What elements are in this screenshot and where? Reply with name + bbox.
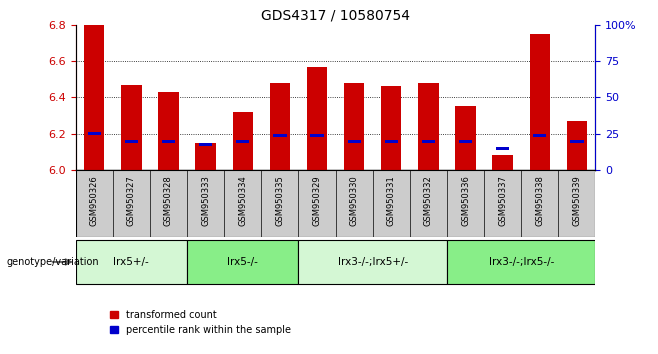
Text: GSM950329: GSM950329 <box>313 175 322 226</box>
Bar <box>381 86 401 170</box>
Bar <box>125 140 138 143</box>
Bar <box>187 240 299 284</box>
Text: GSM950326: GSM950326 <box>89 175 99 226</box>
Text: lrx5-/-: lrx5-/- <box>227 257 258 267</box>
Text: GSM950335: GSM950335 <box>276 175 284 226</box>
Bar <box>273 134 286 137</box>
Text: GSM950339: GSM950339 <box>572 175 582 226</box>
Text: GSM950331: GSM950331 <box>387 175 395 226</box>
Bar <box>455 107 476 170</box>
Bar <box>347 140 361 143</box>
Bar <box>121 85 141 170</box>
Bar <box>270 83 290 170</box>
Text: GSM950334: GSM950334 <box>238 175 247 226</box>
Bar <box>530 34 550 170</box>
Bar <box>385 140 398 143</box>
Bar <box>299 240 447 284</box>
Bar <box>570 140 584 143</box>
Bar <box>422 140 435 143</box>
Bar <box>199 143 213 146</box>
Bar <box>311 134 324 137</box>
Bar <box>232 112 253 170</box>
Bar <box>567 121 587 170</box>
Bar <box>307 67 327 170</box>
Bar <box>533 134 546 137</box>
Bar <box>492 155 513 170</box>
Bar <box>84 25 105 170</box>
Bar <box>344 83 365 170</box>
Text: GSM950333: GSM950333 <box>201 175 210 226</box>
Bar <box>447 240 595 284</box>
Bar <box>459 140 472 143</box>
Bar <box>76 240 187 284</box>
Text: GSM950338: GSM950338 <box>536 175 544 226</box>
Text: lrx3-/-;lrx5+/-: lrx3-/-;lrx5+/- <box>338 257 408 267</box>
Bar <box>236 140 249 143</box>
Bar <box>88 132 101 135</box>
Text: lrx5+/-: lrx5+/- <box>113 257 149 267</box>
Text: GSM950336: GSM950336 <box>461 175 470 226</box>
Text: GSM950332: GSM950332 <box>424 175 433 226</box>
Bar <box>162 140 175 143</box>
Bar <box>496 147 509 150</box>
Title: GDS4317 / 10580754: GDS4317 / 10580754 <box>261 8 410 22</box>
Text: GSM950328: GSM950328 <box>164 175 173 226</box>
Bar <box>418 83 439 170</box>
Bar <box>195 143 216 170</box>
Text: GSM950337: GSM950337 <box>498 175 507 226</box>
Bar <box>159 92 179 170</box>
Text: GSM950327: GSM950327 <box>127 175 136 226</box>
Legend: transformed count, percentile rank within the sample: transformed count, percentile rank withi… <box>110 310 291 335</box>
Text: genotype/variation: genotype/variation <box>7 257 99 267</box>
Text: lrx3-/-;lrx5-/-: lrx3-/-;lrx5-/- <box>488 257 554 267</box>
Text: GSM950330: GSM950330 <box>349 175 359 226</box>
